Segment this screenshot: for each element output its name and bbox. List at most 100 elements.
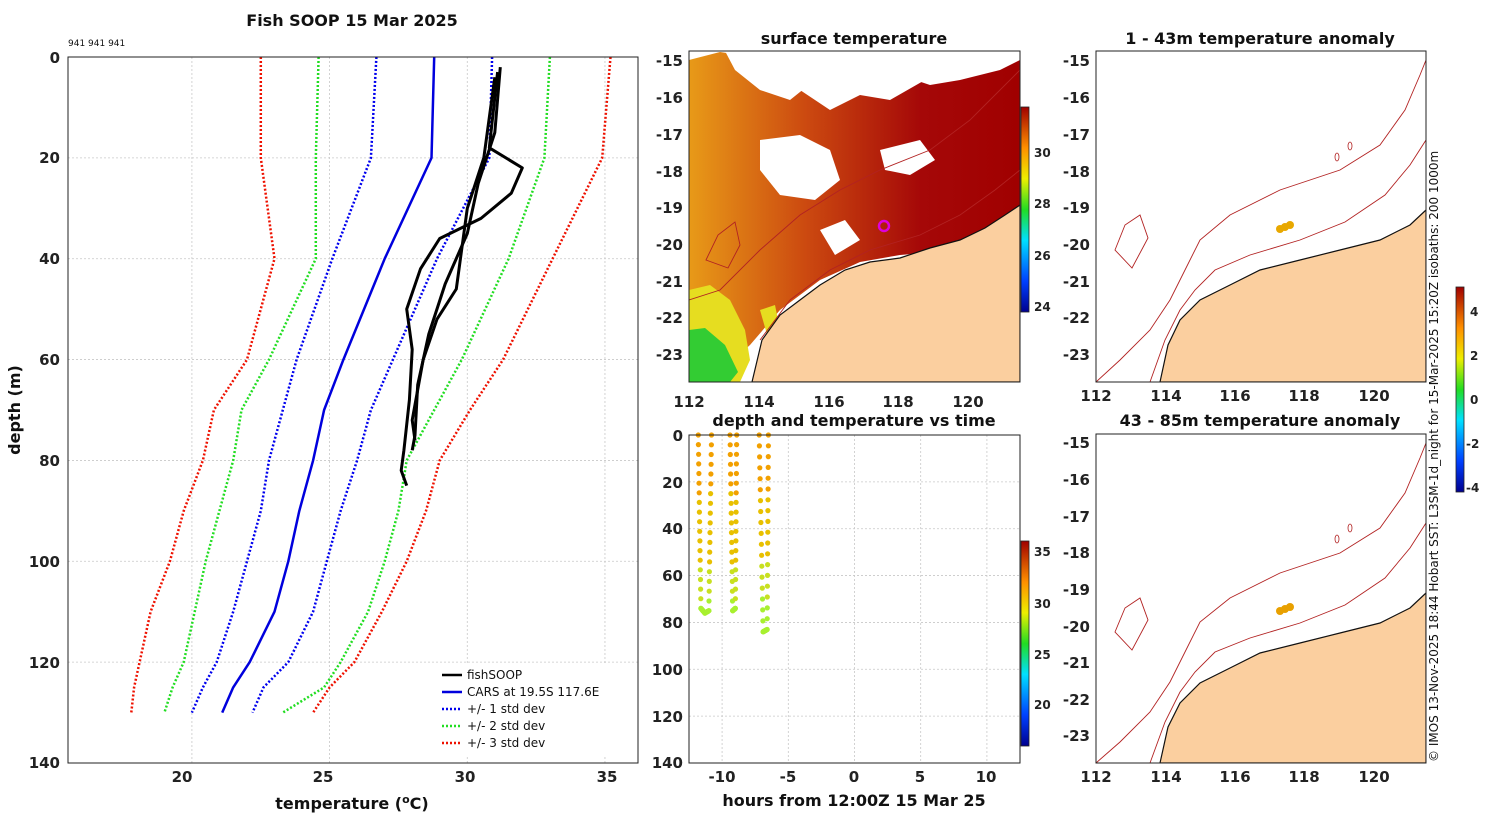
anom2-isobath-shoal bbox=[1334, 534, 1340, 544]
anom1-isobath-shoal bbox=[1347, 141, 1353, 151]
sst-position-marker bbox=[877, 219, 891, 233]
ts-point bbox=[765, 454, 771, 460]
ts-grid bbox=[689, 435, 1020, 763]
sst-ytick: -19 bbox=[656, 199, 683, 217]
ts-point bbox=[756, 443, 763, 449]
ts-axes-frame bbox=[688, 434, 1021, 764]
ts-point bbox=[696, 499, 702, 505]
profile-xlabel: temperature (oC) bbox=[275, 793, 428, 813]
anom1-xtick: 112 bbox=[1080, 387, 1111, 405]
ts-ytick: 80 bbox=[662, 614, 683, 632]
sst-xtick: 116 bbox=[813, 393, 844, 411]
ts-point bbox=[707, 500, 714, 506]
ts-point bbox=[764, 605, 770, 611]
profile-ytick: 40 bbox=[39, 250, 60, 268]
sst-warm-field bbox=[689, 52, 1020, 382]
sst-isobath-200 bbox=[759, 169, 1020, 341]
anom1-isobath-1000 bbox=[1096, 59, 1426, 382]
sst-ytick: -17 bbox=[656, 126, 683, 144]
ts-point bbox=[733, 451, 740, 457]
ts-point bbox=[765, 464, 771, 470]
anom1-ytick: -23 bbox=[1063, 346, 1090, 364]
ts-point bbox=[733, 538, 739, 544]
anom1-ytick: -16 bbox=[1063, 89, 1090, 107]
profile-line-cars-at-19-5s-117-6e bbox=[221, 56, 436, 714]
anom2-xtick: 120 bbox=[1358, 768, 1389, 786]
ts-point bbox=[706, 578, 712, 585]
ts-xtick: 10 bbox=[976, 768, 997, 786]
profile-line-cars-2-std-dev bbox=[163, 56, 320, 713]
sst-isobath-island bbox=[705, 221, 741, 269]
ts-ytick: 0 bbox=[673, 427, 683, 445]
ts-point bbox=[708, 491, 714, 497]
profile-xtick: 20 bbox=[172, 768, 193, 786]
ts-xtick: 5 bbox=[915, 768, 925, 786]
anom1-xtick: 120 bbox=[1358, 387, 1389, 405]
ts-point bbox=[732, 605, 738, 612]
ts-point bbox=[733, 576, 739, 583]
ts-point bbox=[757, 487, 763, 493]
ts-point bbox=[727, 451, 733, 458]
ts-point bbox=[765, 551, 771, 557]
ts-point bbox=[759, 596, 766, 602]
anom2-xtick: 114 bbox=[1150, 768, 1181, 786]
sst-cbar-tick: 28 bbox=[1034, 197, 1051, 211]
sst-ticks: -15 -16 -17 -18 -19 -20 -21 -22 -23 112 … bbox=[656, 52, 984, 411]
ts-cbar-tick: 30 bbox=[1034, 597, 1051, 611]
ts-point bbox=[697, 519, 703, 525]
ts-point bbox=[706, 608, 712, 614]
ts-point bbox=[728, 520, 735, 526]
ts-point bbox=[708, 471, 714, 477]
anom1-ytick: -18 bbox=[1063, 163, 1090, 181]
ts-point bbox=[765, 443, 772, 449]
ts-point bbox=[759, 574, 765, 580]
profile-ytick: 140 bbox=[29, 754, 60, 772]
sst-map-image bbox=[689, 51, 1020, 382]
ts-point bbox=[729, 539, 735, 546]
ts-point bbox=[757, 476, 763, 482]
ts-ytick: 140 bbox=[652, 754, 683, 772]
ts-point bbox=[760, 607, 766, 613]
anom2-xtick: 112 bbox=[1080, 768, 1111, 786]
anom-cbar-tick: 2 bbox=[1470, 349, 1478, 363]
anom-cbar-tick: 4 bbox=[1470, 305, 1478, 319]
ts-point bbox=[727, 461, 734, 467]
ts-point bbox=[764, 616, 770, 622]
sst-cloud bbox=[820, 220, 860, 255]
ts-series bbox=[695, 432, 772, 635]
ts-point bbox=[707, 530, 713, 536]
sst-cloud bbox=[850, 51, 940, 100]
ts-point bbox=[733, 461, 740, 467]
anom1-axes-frame bbox=[1095, 50, 1427, 383]
profile-ytick: 100 bbox=[29, 553, 60, 571]
anom2-ytick: -15 bbox=[1063, 434, 1090, 452]
anom1-land bbox=[1159, 209, 1426, 382]
ts-ytick: 20 bbox=[662, 474, 683, 492]
sst-ytick: -23 bbox=[656, 346, 683, 364]
ts-point bbox=[733, 499, 739, 505]
ts-point bbox=[765, 518, 771, 525]
profile-panel: Fish SOOP 15 Mar 2025 941 941 941 20 25 … bbox=[5, 11, 639, 813]
ts-ytick: 40 bbox=[662, 520, 683, 538]
ts-point bbox=[733, 470, 740, 477]
anomaly-colorbar: 4 2 0 -2 -4 bbox=[1455, 286, 1479, 495]
ts-point bbox=[729, 549, 735, 555]
profile-grid bbox=[68, 57, 638, 763]
anom2-ticks: -15 -16 -17 -18 -19 -20 -21 -22 -23 112 … bbox=[1063, 434, 1390, 786]
ts-point bbox=[696, 461, 702, 467]
ts-point bbox=[696, 509, 703, 515]
sst-cbar-tick: 24 bbox=[1034, 300, 1051, 314]
profile-line-cars-3-std-dev bbox=[130, 57, 276, 713]
anom2-ytick: -17 bbox=[1063, 508, 1090, 526]
sst-ytick: -16 bbox=[656, 89, 683, 107]
ts-point bbox=[697, 557, 703, 563]
anom2-xtick: 116 bbox=[1219, 768, 1250, 786]
ts-point bbox=[757, 498, 764, 504]
ts-point bbox=[733, 557, 739, 563]
ts-ytick: 100 bbox=[652, 661, 683, 679]
ts-point bbox=[764, 594, 770, 600]
ts-point bbox=[707, 510, 713, 516]
profile-line-cars-1-std-dev bbox=[251, 56, 494, 714]
timeseries-panel: depth and temperature vs time 0 20 40 60… bbox=[652, 411, 1051, 810]
profile-axes-frame bbox=[67, 56, 639, 764]
